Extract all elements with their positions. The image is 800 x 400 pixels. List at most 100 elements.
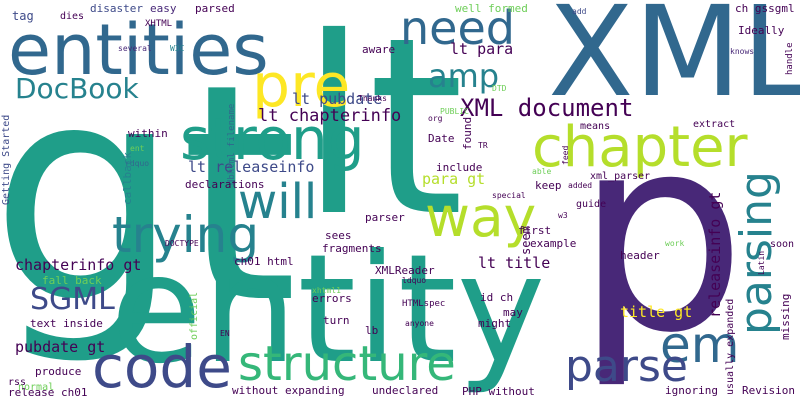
word-php-without: PHP without [462,385,535,398]
word-sees: sees [325,229,352,242]
word-sgml: SGML [30,282,115,317]
word-latin: Latin [757,250,766,275]
word-lt-chapterinfo: lt chapterinfo [258,106,402,126]
word-include: include [436,161,483,174]
word-htmlspec: HTMLspec [402,299,446,309]
word-able: able [532,167,552,176]
word-added: added [568,181,593,190]
word-parse: parse [565,341,688,392]
word-parser: parser [365,211,405,224]
word-pubdate-gt: pubdate gt [15,338,106,356]
word-code: code [92,333,232,400]
word-turn: turn [323,314,350,327]
word-anyone: anyone [405,319,434,328]
word-feed: feed [561,145,570,165]
word-date: Date [428,132,455,145]
word-xmlreader: XMLReader [375,264,435,277]
word-w3: w3 [558,211,568,220]
word-errors: errors [312,292,352,305]
word-need: need [400,1,515,55]
word-entity: entity [110,223,546,397]
word-p: p [575,77,747,392]
word-lb: lb [365,324,379,337]
word-revision: Revision [742,384,795,397]
word-might: might [478,317,512,330]
word-normal: normal [18,382,55,393]
word-pre: pre [252,51,351,121]
word-em: em [660,316,740,374]
word-lt-releaseinfo: lt releaseinfo [188,158,315,176]
word-header: header [620,249,660,262]
word-means: means [580,121,611,132]
word-knows: knows [730,47,755,56]
word-releaseinfo-gt: releaseinfo gt [706,191,724,318]
word-rss: rss [8,377,27,388]
word-easy: easy [150,2,177,15]
word-entities: entities [8,9,269,91]
word-id-ch: id ch [480,291,514,304]
word-para-gt: para gt [422,170,486,188]
word-within: within [128,127,168,140]
word-lt-title: lt title [478,254,551,272]
word-xhtml: XHTML [145,19,173,29]
word-well-formed: well formed [455,2,528,15]
word-org: org [428,114,443,123]
word-structure: structure [238,336,456,392]
word-missing: missing [779,293,792,340]
word-xml-document: XML document [460,94,634,122]
word-dtd: DTD [492,84,507,93]
word-lt: lt [300,0,465,270]
word-w3c: W3C [170,44,185,53]
word-guide: guide [576,199,607,210]
word-special: special [492,191,526,200]
word-ch01-html: ch01 html [234,255,294,268]
word-official: official [189,291,200,340]
word-tr: TR [478,141,488,150]
word-fall-back: fall back [42,274,102,287]
word-doctype: DOCTYPE [165,239,199,248]
word-fragments: fragments [322,242,382,255]
word-work: work [665,239,685,248]
word-ideally: Ideally [738,24,785,37]
word-way: way [425,185,537,249]
word-trying: trying [112,206,260,264]
word-undeclared: undeclared [372,384,439,397]
word-gt: gt [0,20,299,369]
word-ch-gssgml: ch gssgml [735,2,795,15]
word-chapter: chapter [532,115,748,180]
word-release-ch01: release ch01 [8,386,88,399]
word-text-inside: text inside [30,317,103,330]
word-amp: amp [428,57,500,95]
word-rdquo: rdquo [125,159,150,168]
word-keep: keep [535,179,562,192]
word-declarations: declarations [185,178,265,191]
word-produce: produce [35,365,82,378]
word-lt-pubdate: lt pubdate [292,90,383,108]
word-aware: aware [362,43,396,56]
word-dbhtml-filename: dbhtml filename [227,103,237,185]
word-title-gt: title gt [620,303,693,321]
word-docbook: DocBook [15,72,139,105]
word-getting-started: Getting Started [1,114,12,205]
word-chapterinfo-gt: chapterinfo gt [15,256,142,274]
word-without-expanding: without expanding [232,384,345,397]
word-en: EN [220,329,230,338]
word-ignoring: ignoring [665,384,718,397]
word-extract: extract [693,119,736,130]
word-add: add [572,7,587,16]
word-soon: soon [770,239,795,250]
word-several: several [118,44,152,53]
word-disaster: disaster [90,2,143,15]
word-public: PUBLIC [440,107,469,116]
word-may: may [503,306,523,319]
word-found: found [461,116,474,150]
word-xhtml1: xhtml1 [312,286,341,295]
word-ent: ent [130,144,145,153]
word-dies: dies [60,11,85,22]
word-ldquo: ldquo [402,276,427,285]
word-xml-parser: xml_parser [590,171,651,182]
word-xml: XML [548,0,800,125]
word-parsed: parsed [195,2,235,15]
word-strong: strong [180,105,365,173]
